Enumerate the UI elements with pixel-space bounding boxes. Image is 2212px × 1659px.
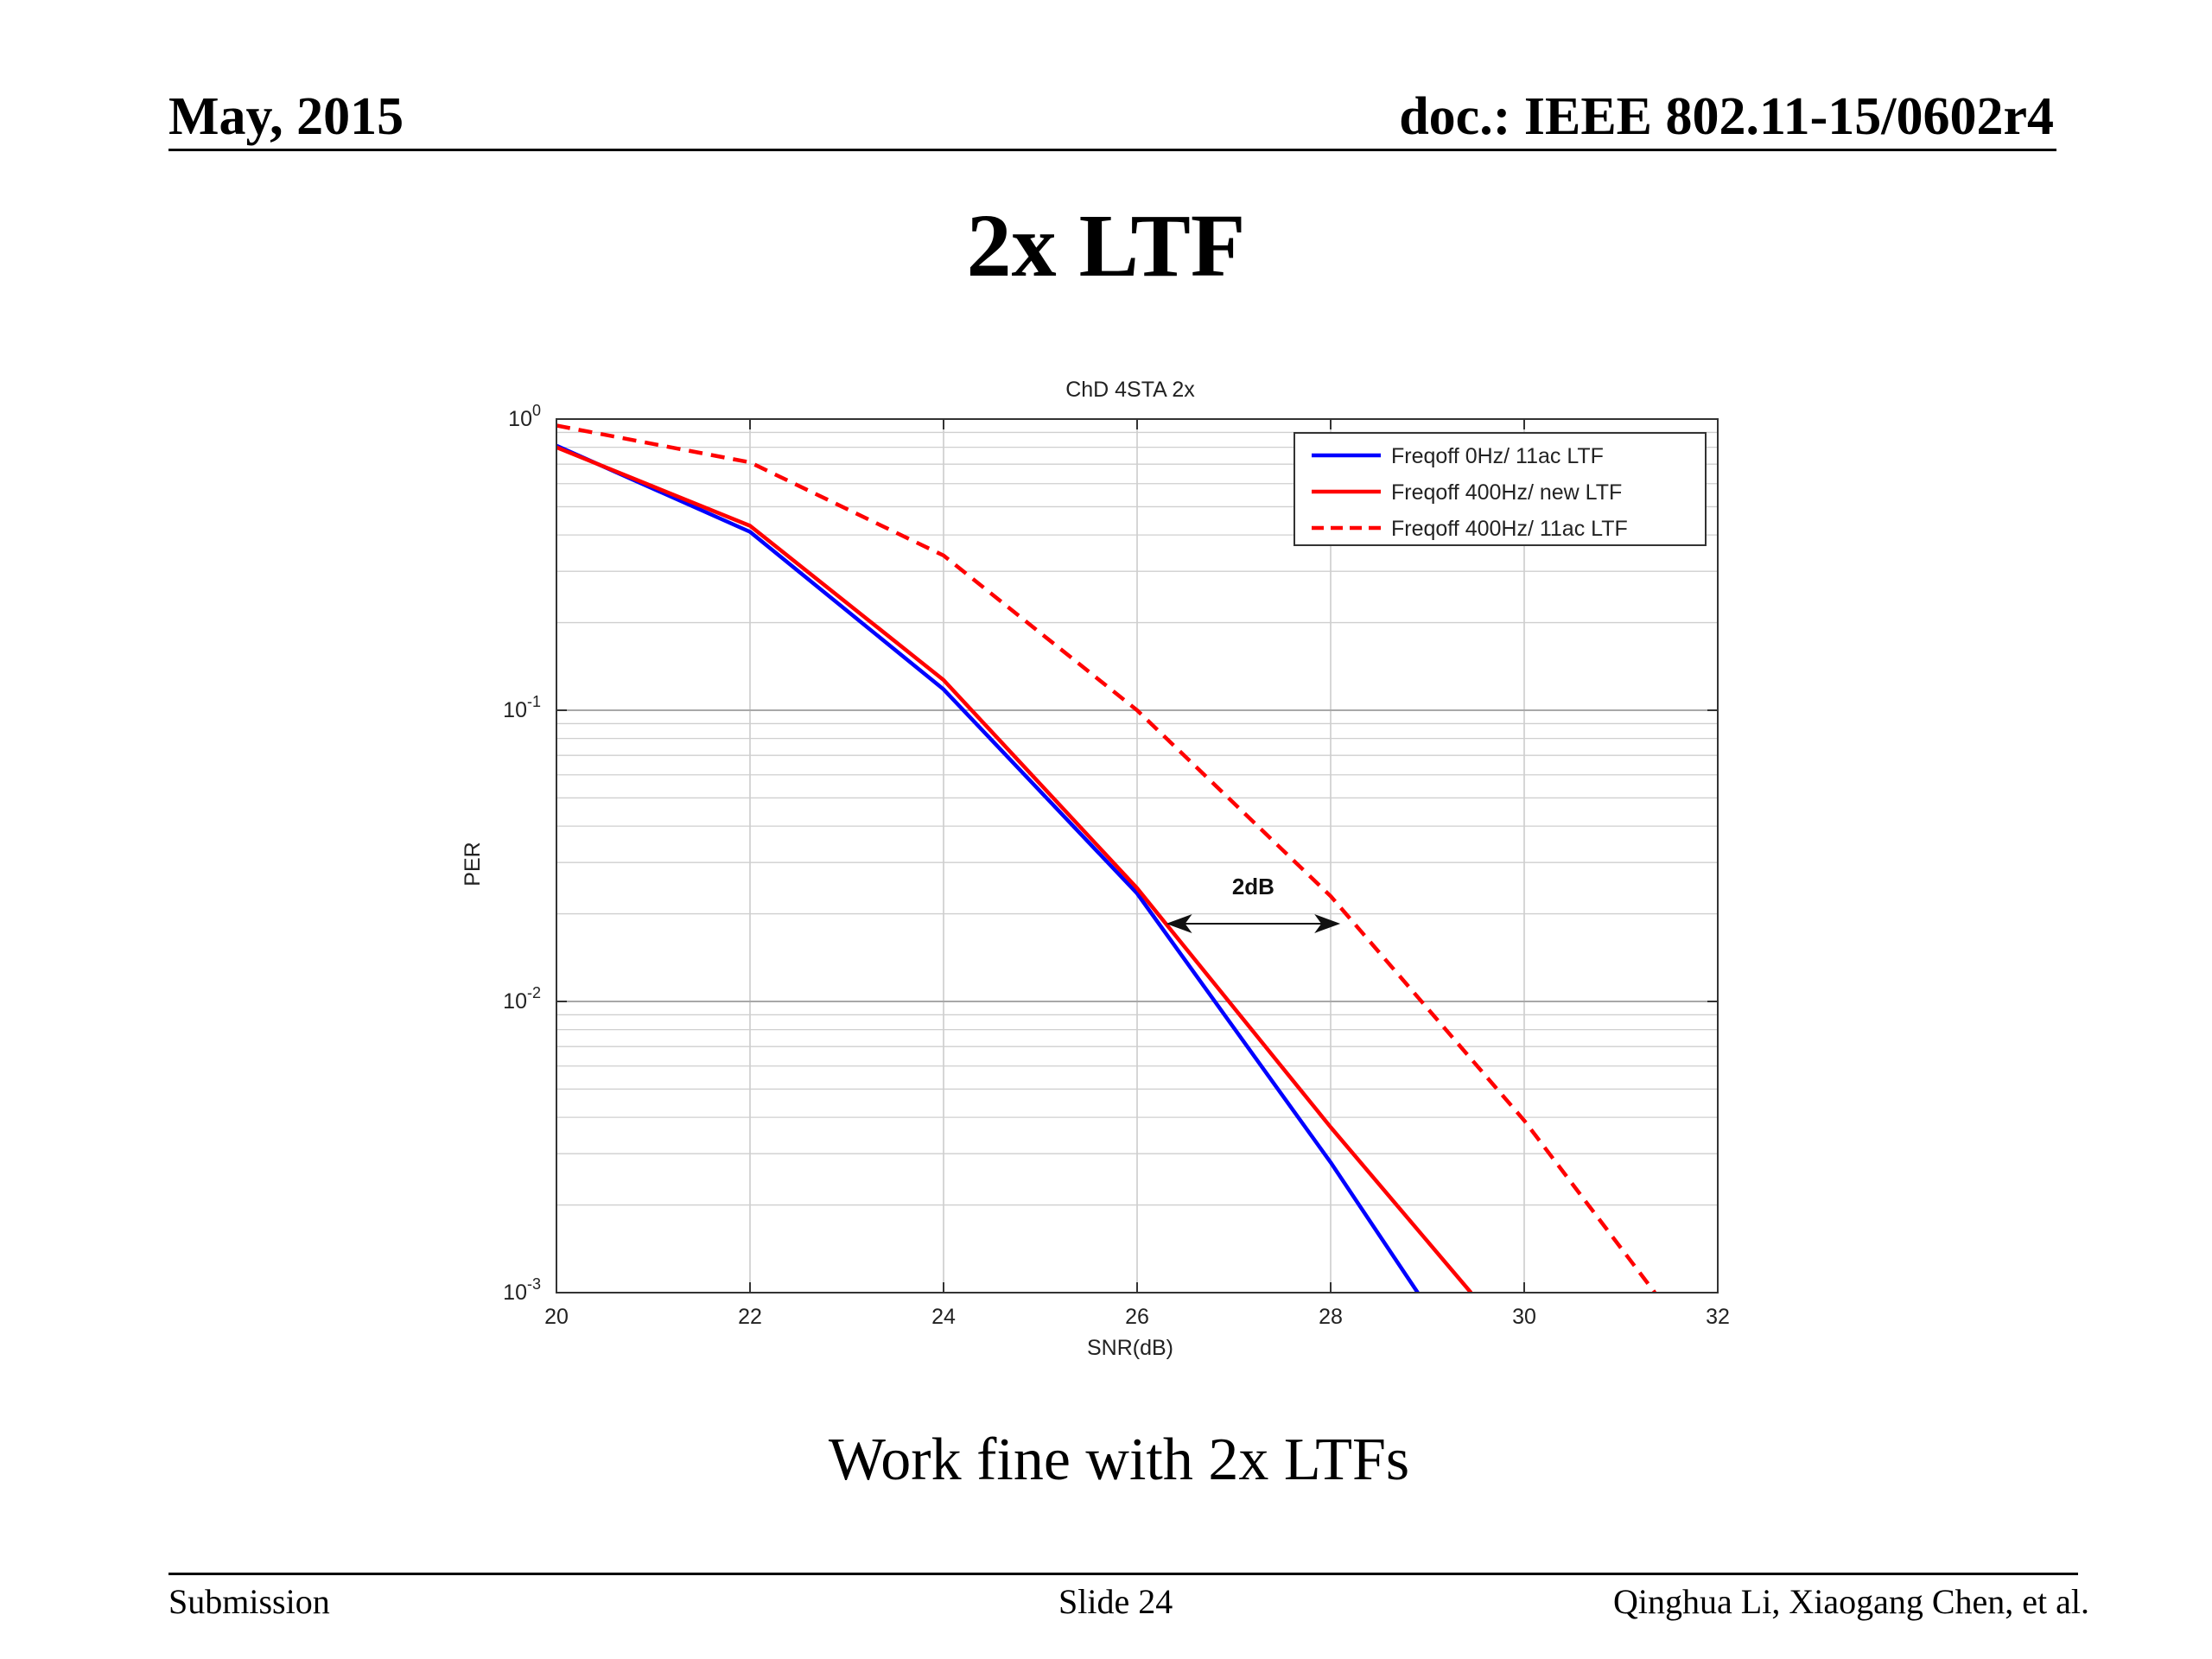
legend-label-2: Freqoff 400Hz/ new LTF — [1391, 480, 1622, 505]
slide-caption: Work fine with 2x LTFs — [828, 1427, 1410, 1493]
chart-axes: 20 22 24 26 28 30 32 100 10-1 10-2 10-3 — [503, 402, 1730, 1329]
annotation-arrowhead-right — [1314, 913, 1341, 933]
y-tick-label: 10-3 — [503, 1275, 541, 1305]
x-tick-label: 32 — [1706, 1305, 1730, 1329]
chart-grid — [556, 419, 1718, 1293]
x-tick-label: 28 — [1319, 1305, 1343, 1329]
y-tick-label: 10-2 — [503, 984, 541, 1014]
chart-title: ChD 4STA 2x — [1065, 378, 1195, 402]
y-tick-label: 10-1 — [503, 693, 541, 722]
x-tick-label: 20 — [544, 1305, 569, 1329]
x-tick-label: 26 — [1125, 1305, 1149, 1329]
header-doc-id: doc.: IEEE 802.11-15/0602r4 — [1399, 87, 2054, 146]
footer-submission: Submission — [168, 1582, 330, 1621]
x-axis-label: SNR(dB) — [1087, 1336, 1173, 1360]
header-divider — [168, 149, 2056, 151]
chart-annotations: 2dB — [1166, 874, 1341, 933]
chart-series — [556, 423, 1656, 1293]
annotation-arrowhead-left — [1166, 913, 1192, 933]
x-tick-label: 24 — [931, 1305, 956, 1329]
footer-divider — [168, 1573, 2078, 1575]
slide-title: 2x LTF — [966, 196, 1246, 296]
legend-box — [1294, 432, 1707, 546]
series-line-2 — [556, 445, 1473, 1293]
x-tick-label: 30 — [1512, 1305, 1536, 1329]
series-line-1 — [556, 443, 1420, 1293]
annotation-label: 2dB — [1232, 874, 1274, 899]
series-line-3 — [556, 423, 1656, 1293]
legend-label-1: Freqoff 0Hz/ 11ac LTF — [1391, 444, 1604, 468]
chart-legend: Freqoff 0Hz/ 11ac LTF Freqoff 400Hz/ new … — [1294, 432, 1707, 546]
legend-label-3: Freqoff 400Hz/ 11ac LTF — [1391, 517, 1628, 541]
y-axis-label: PER — [461, 842, 485, 886]
header-date: May, 2015 — [168, 87, 404, 146]
y-tick-label: 100 — [508, 402, 541, 431]
footer-slide-number: Slide 24 — [1058, 1582, 1173, 1621]
footer-authors: Qinghua Li, Xiaogang Chen, et al. — [1613, 1582, 2089, 1621]
x-tick-label: 22 — [738, 1305, 762, 1329]
